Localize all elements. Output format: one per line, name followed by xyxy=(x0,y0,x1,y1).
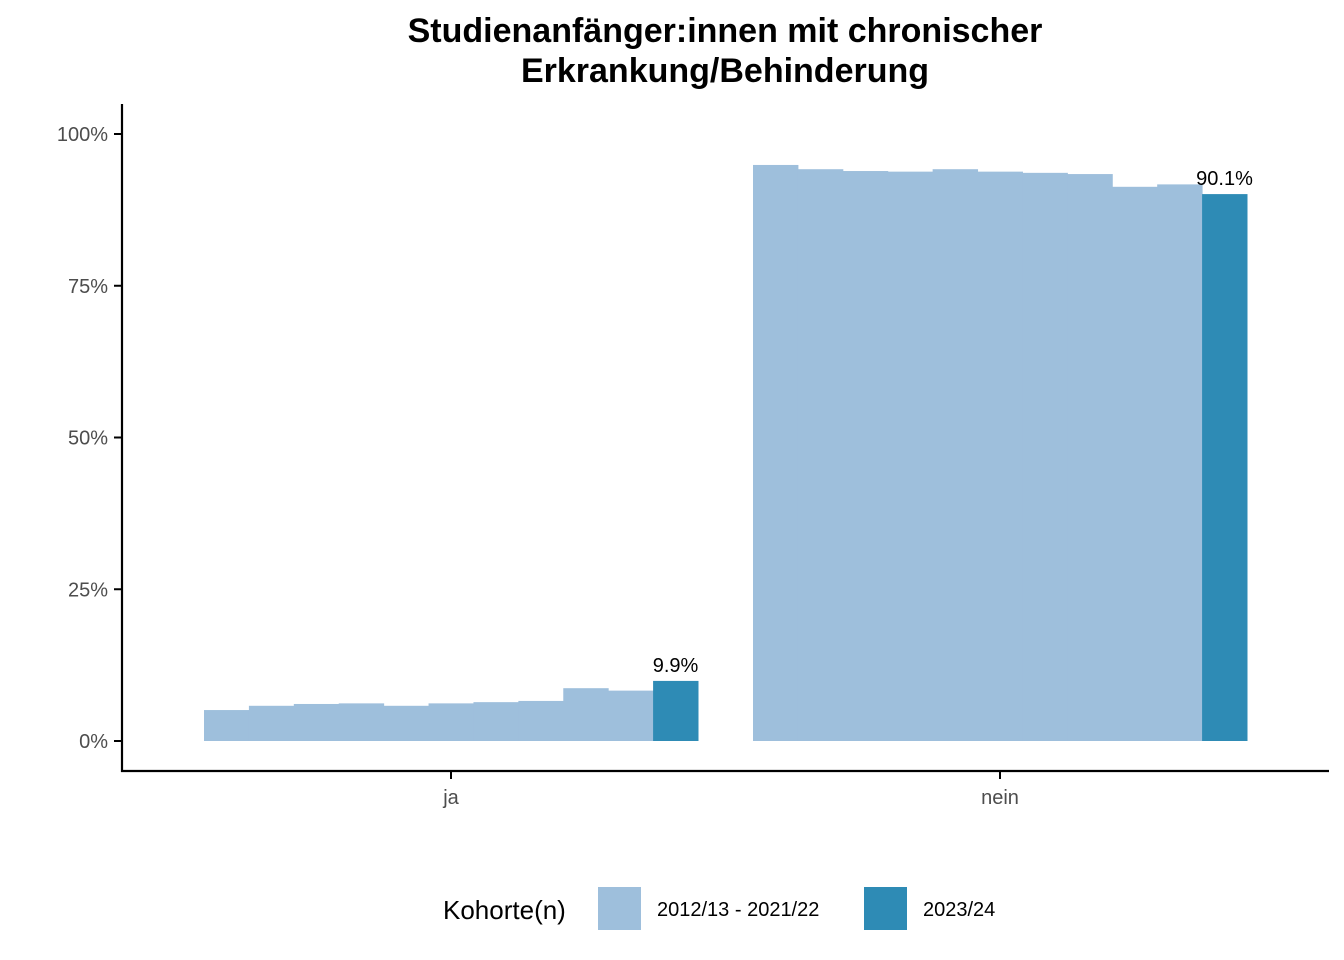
legend: Kohorte(n) 2012/13 - 2021/22 2023/24 xyxy=(443,887,995,930)
legend-label-historical: 2012/13 - 2021/22 xyxy=(657,899,819,921)
bar-ja-current xyxy=(653,680,699,741)
bar-nein-historical xyxy=(977,171,1023,741)
y-tick-label: 75% xyxy=(68,276,108,298)
y-tick-label: 50% xyxy=(68,428,108,450)
legend-swatch-historical xyxy=(598,887,641,930)
x-tick-label-nein: nein xyxy=(981,787,1019,809)
data-labels: 9.9% 90.1% xyxy=(653,168,1253,677)
bar-ja-historical xyxy=(293,703,340,741)
bar-ja-historical xyxy=(383,705,430,741)
data-label-ja: 9.9% xyxy=(653,655,699,677)
chart-title-line-1: Studienanfänger:innen mit chronischer xyxy=(408,12,1043,50)
bar-nein-historical xyxy=(1067,174,1113,741)
y-tick-label: 25% xyxy=(68,579,108,601)
bar-nein-historical xyxy=(797,169,844,741)
x-tick-label-ja: ja xyxy=(442,787,459,809)
bar-ja-historical xyxy=(204,710,250,741)
bar-nein-historical xyxy=(1157,184,1203,742)
y-tick-label: 100% xyxy=(57,124,108,146)
bar-ja-historical xyxy=(428,703,474,741)
bar-ja-historical xyxy=(608,690,654,741)
y-tick-label: 0% xyxy=(79,731,108,753)
bars xyxy=(204,164,1248,742)
bar-ja-historical xyxy=(338,703,385,741)
bar-ja-historical xyxy=(473,702,519,741)
bar-nein-historical xyxy=(887,171,934,741)
bar-nein-historical xyxy=(842,171,889,742)
bar-ja-historical xyxy=(518,700,564,741)
legend-swatch-current xyxy=(864,887,907,930)
bar-nein-historical xyxy=(753,164,799,741)
legend-title: Kohorte(n) xyxy=(443,895,566,925)
bar-nein-current xyxy=(1202,194,1248,741)
bar-nein-historical xyxy=(1112,186,1158,741)
bar-ja-historical xyxy=(563,688,609,741)
data-label-nein: 90.1% xyxy=(1196,168,1253,190)
y-axis-ticks: 0% 25% 50% 75% 100% xyxy=(57,124,122,753)
bar-ja-historical xyxy=(248,705,295,741)
x-axis-ticks: ja nein xyxy=(442,771,1019,809)
legend-label-current: 2023/24 xyxy=(923,899,995,921)
bar-nein-historical xyxy=(1022,172,1068,741)
bar-nein-historical xyxy=(932,169,979,741)
chart-title-line-2: Erkrankung/Behinderung xyxy=(521,52,929,90)
